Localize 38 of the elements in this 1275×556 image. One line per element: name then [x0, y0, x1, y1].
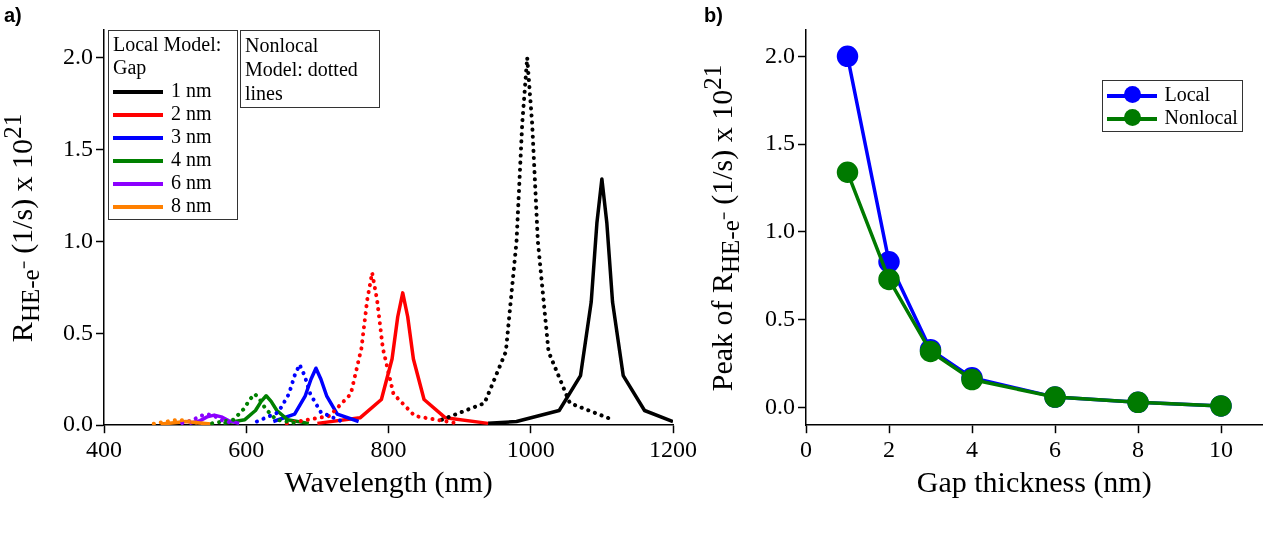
text: a) [4, 4, 22, 27]
y-tick-label: 2.0 [63, 42, 93, 69]
x-tick-label: 1200 [649, 435, 697, 462]
x-tick-label: 400 [86, 435, 122, 462]
legend-label: 3 nm [171, 125, 212, 148]
y-tick-label: 1.0 [63, 226, 93, 253]
point [836, 45, 859, 68]
x-tick-label: 2 [883, 435, 895, 462]
legend-label: 8 nm [171, 194, 212, 217]
y-tick-label: 1.5 [765, 129, 795, 156]
text: b) [704, 4, 723, 27]
x-tick-label: 600 [228, 435, 265, 462]
point [878, 268, 900, 291]
annotation: Nonlocal Model: dotted lines [240, 30, 380, 108]
y-tick-label: 0.0 [63, 410, 93, 437]
x-tick-label: 10 [1209, 435, 1233, 462]
legend-label: Nonlocal [1164, 106, 1238, 129]
y-tick-label: 0.0 [765, 392, 795, 419]
x-tick-label: 4 [966, 435, 978, 462]
x-tick-label: 1000 [506, 435, 555, 462]
legend-label: 6 nm [171, 171, 212, 194]
y-tick-label: 0.5 [765, 305, 795, 332]
legend-label: 2 nm [171, 102, 212, 125]
legend-label: 1 nm [171, 79, 212, 102]
point [836, 161, 859, 184]
x-tick-label: 6 [1049, 435, 1061, 462]
y-tick-label: 0.5 [63, 318, 93, 345]
x-axis-title: Gap thickness (nm) [916, 465, 1152, 500]
x-tick-label: 0 [800, 435, 812, 462]
y-tick-label: 1.5 [63, 134, 93, 161]
x-axis-title: Wavelength (nm) [284, 465, 493, 500]
legend-label: 4 nm [171, 148, 212, 171]
x-tick-label: 8 [1132, 435, 1144, 462]
x-tick-label: 800 [370, 435, 407, 462]
legend-title: Local Model: Gap [113, 33, 223, 79]
y-tick-label: 2.0 [765, 41, 795, 68]
legend-label: Local [1164, 83, 1211, 106]
y-tick-label: 1.0 [765, 217, 795, 244]
